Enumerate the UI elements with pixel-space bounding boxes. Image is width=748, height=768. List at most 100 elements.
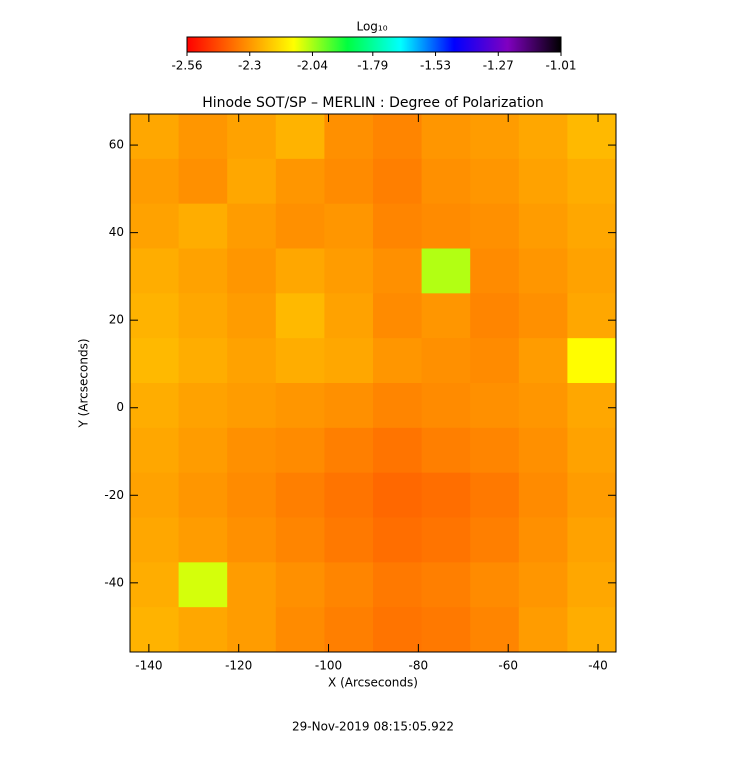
heatmap-cell	[227, 248, 277, 294]
heatmap-cell	[130, 293, 180, 339]
heatmap-cell	[275, 338, 325, 384]
heatmap-cell	[518, 203, 568, 249]
heatmap-cell	[178, 338, 228, 384]
heatmap-cell	[227, 472, 277, 518]
heatmap-cell	[518, 427, 568, 474]
y-tick-label: 60	[109, 138, 124, 152]
heatmap-cell	[421, 383, 471, 429]
heatmap-cell	[130, 338, 180, 384]
heatmap-cell	[373, 517, 423, 563]
heatmap-cell	[178, 383, 228, 429]
heatmap-cell	[567, 383, 617, 429]
heatmap-cell	[421, 472, 471, 518]
heatmap-cell	[567, 562, 617, 608]
heatmap-cell	[324, 114, 374, 160]
heatmap-cell	[373, 427, 423, 474]
heatmap-cell	[518, 293, 568, 339]
heatmap-cell	[130, 517, 180, 563]
x-tick-label: -100	[315, 659, 342, 673]
y-axis-label: Y (Arcseconds)	[77, 338, 91, 428]
heatmap-cell	[324, 338, 374, 384]
heatmap-cell	[373, 562, 423, 608]
heatmap-cell	[178, 472, 228, 518]
heatmap-cell	[130, 114, 180, 160]
heatmap-cell	[130, 562, 180, 608]
colorbar-tick-label: -2.04	[297, 59, 328, 73]
heatmap-cell	[275, 562, 325, 608]
heatmap-cell	[373, 114, 423, 160]
heatmap-cell	[470, 607, 520, 653]
heatmap-cell	[275, 248, 325, 294]
heatmap-cell	[421, 203, 471, 249]
heatmap-cell	[178, 114, 228, 160]
heatmap-cell	[324, 158, 374, 205]
heatmap-cell	[178, 562, 228, 608]
heatmap-cell	[567, 158, 617, 205]
y-tick-label: 20	[109, 313, 124, 327]
heatmap-cell	[227, 114, 277, 160]
heatmap-cell	[373, 338, 423, 384]
heatmap-cell	[567, 607, 617, 653]
y-tick-label: -40	[104, 575, 124, 589]
heatmap-cell	[178, 203, 228, 249]
y-tick-label: 0	[116, 400, 124, 414]
heatmap-cell	[470, 517, 520, 563]
heatmap-cell	[227, 427, 277, 474]
heatmap-cell	[324, 383, 374, 429]
heatmap-cell	[178, 517, 228, 563]
heatmap-cell	[518, 517, 568, 563]
heatmap-cell	[275, 427, 325, 474]
heatmap-cell	[567, 114, 617, 160]
x-tick-label: -140	[135, 659, 162, 673]
heatmap-cell	[373, 158, 423, 205]
heatmap-cell	[275, 203, 325, 249]
heatmap-cell	[130, 383, 180, 429]
y-tick-label: -20	[104, 488, 124, 502]
heatmap-cell	[227, 383, 277, 429]
heatmap-cell	[470, 293, 520, 339]
chart-title: Hinode SOT/SP – MERLIN : Degree of Polar…	[202, 95, 544, 111]
plot-frame	[129, 113, 617, 653]
heatmap-cell	[227, 203, 277, 249]
heatmap-cell	[470, 472, 520, 518]
heatmap-cell	[518, 114, 568, 160]
heatmap-cell	[275, 293, 325, 339]
x-axis-label: X (Arcseconds)	[328, 676, 418, 690]
colorbar-label: Log₁₀	[356, 20, 387, 34]
colorbar-tick-label: -1.53	[420, 59, 451, 73]
heatmap-cell	[324, 562, 374, 608]
heatmap-cell	[470, 248, 520, 294]
x-tick-label: -80	[409, 659, 429, 673]
heatmap-cell	[421, 293, 471, 339]
colorbar	[186, 36, 562, 53]
y-tick-label: 40	[109, 225, 124, 239]
heatmap-cell	[324, 517, 374, 563]
heatmap-cell	[421, 607, 471, 653]
heatmap-cell	[275, 114, 325, 160]
x-tick-label: -120	[225, 659, 252, 673]
heatmap-cell	[275, 383, 325, 429]
heatmap-cell	[567, 203, 617, 249]
heatmap-cell	[518, 472, 568, 518]
heatmap	[130, 114, 617, 653]
heatmap-cell	[567, 248, 617, 294]
x-tick-label: -60	[498, 659, 518, 673]
heatmap-cell	[421, 338, 471, 384]
heatmap-cell	[470, 203, 520, 249]
heatmap-cell	[373, 383, 423, 429]
heatmap-cell	[324, 248, 374, 294]
heatmap-cell	[275, 158, 325, 205]
heatmap-cell	[421, 158, 471, 205]
heatmap-cell	[227, 517, 277, 563]
heatmap-cell	[227, 607, 277, 653]
heatmap-cell	[324, 472, 374, 518]
heatmap-cell	[178, 248, 228, 294]
heatmap-cell	[470, 158, 520, 205]
heatmap-cell	[275, 472, 325, 518]
heatmap-cell	[178, 293, 228, 339]
heatmap-cell	[373, 607, 423, 653]
heatmap-cell	[324, 293, 374, 339]
heatmap-cell	[518, 383, 568, 429]
heatmap-cell	[324, 607, 374, 653]
heatmap-cell	[130, 203, 180, 249]
